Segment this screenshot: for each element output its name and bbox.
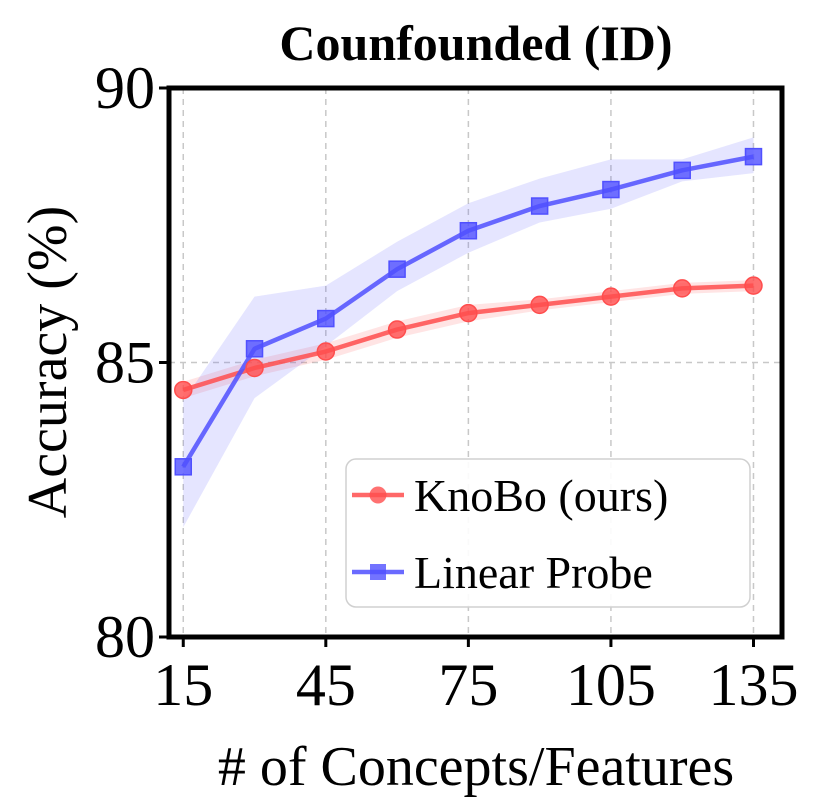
knobo-ours-point (744, 276, 763, 295)
x-tick-label: 105 (566, 652, 656, 718)
legend-label-linear-probe: Linear Probe (414, 547, 653, 598)
x-tick-label: 75 (438, 652, 498, 718)
legend: KnoBo (ours) Linear Probe (345, 458, 751, 608)
linear-probe-point (744, 147, 763, 166)
x-tick-label: 15 (153, 652, 213, 718)
legend-marker-knobo-ours (369, 486, 387, 504)
x-tick-label: 135 (708, 652, 798, 718)
knobo-ours-point (530, 295, 549, 315)
y-tick-label: 80 (95, 604, 155, 670)
series-markers (174, 147, 763, 476)
knobo-ours-point (316, 342, 336, 361)
x-axis-label: # of Concepts/Features (218, 736, 734, 798)
knobo-ours-point (459, 303, 478, 323)
x-tick-label: 45 (296, 652, 356, 718)
linear-probe-point (530, 197, 549, 215)
linear-probe-point (317, 309, 335, 328)
legend-box (345, 458, 751, 608)
linear-probe-point (245, 340, 264, 358)
linear-probe-point (174, 458, 193, 476)
knobo-ours-band (183, 280, 754, 399)
knobo-ours-point (387, 320, 407, 339)
linear-probe-point (459, 221, 478, 240)
y-axis-label: Accuracy (%) (17, 206, 79, 518)
y-tick-label: 90 (95, 55, 155, 121)
y-tick-label: 85 (95, 330, 155, 396)
legend-marker-linear-probe (370, 564, 386, 580)
x-axis-ticks: 15 45 75 105 135 (153, 637, 798, 718)
knobo-ours-point (672, 279, 692, 298)
linear-probe-point (602, 180, 620, 199)
y-axis-ticks: 80 85 90 (95, 55, 169, 670)
linear-probe-point (673, 161, 691, 180)
chart-title: Counfounded (ID) (279, 15, 672, 71)
knobo-ours-point (174, 380, 193, 400)
knobo-ours-point (601, 287, 621, 306)
knobo-ours-point (245, 358, 264, 378)
linear-probe-point (388, 260, 406, 278)
legend-label-knobo-ours: KnoBo (ours) (414, 470, 668, 521)
